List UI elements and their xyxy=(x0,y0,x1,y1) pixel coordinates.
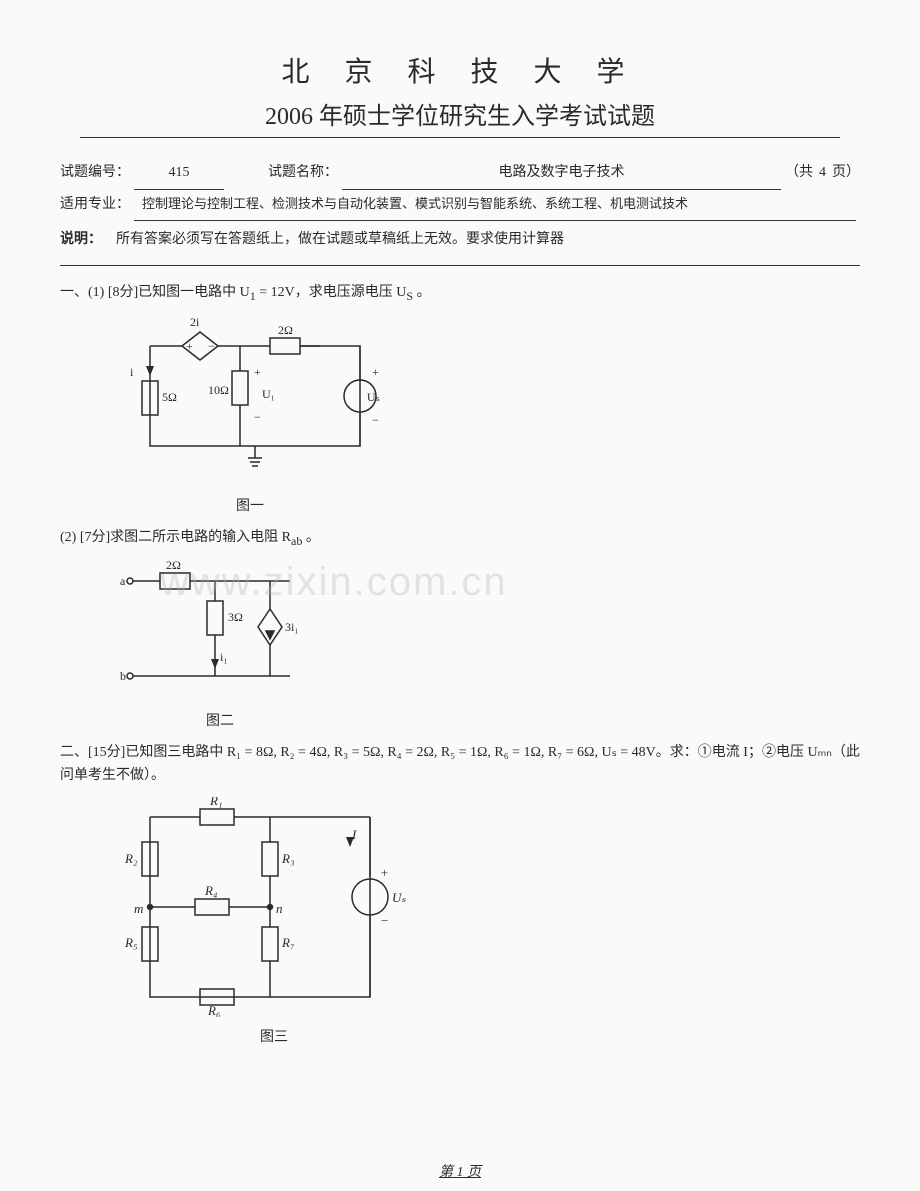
pages-prefix: （共 xyxy=(785,158,813,190)
svg-text:−: − xyxy=(372,413,379,427)
major-label: 适用专业： xyxy=(60,190,130,221)
exam-title: 2006 年硕士学位研究生入学考试试题 xyxy=(80,96,840,138)
q1-text-a: 一、(1) [8分]已知图一电路中 U xyxy=(60,285,250,300)
divider xyxy=(60,265,860,266)
m: m xyxy=(134,901,143,916)
exam-meta: 试题编号： 415 试题名称： 电路及数字电子技术 （共 4 页） 适用专业： … xyxy=(60,158,860,255)
figure-2: a b 2Ω 3Ω i₁ 3i₁ 图二 xyxy=(120,561,860,730)
pages-count: 4 xyxy=(813,158,832,190)
q1b-text-b: 。 xyxy=(302,530,320,545)
r6: R₆ xyxy=(207,1003,220,1017)
svg-text:+: + xyxy=(186,339,193,353)
figure-1-caption: 图一 xyxy=(120,495,380,515)
question-1-1: 一、(1) [8分]已知图一电路中 U1 = 12V，求电压源电压 US 。 xyxy=(60,282,860,306)
ccvs-label: 2i xyxy=(190,316,200,329)
r2-top: 2Ω xyxy=(166,561,181,572)
a-label: a xyxy=(120,574,126,588)
r-mid-label: 10Ω xyxy=(208,383,229,397)
u1-label: U₁ xyxy=(262,387,275,401)
q1-text-c: 。 xyxy=(413,285,431,300)
circuit-2-svg: a b 2Ω 3Ω i₁ 3i₁ xyxy=(120,561,320,701)
figure-2-caption: 图二 xyxy=(120,710,320,730)
i1-label: i₁ xyxy=(220,650,228,664)
us: Uₛ xyxy=(392,890,406,905)
svg-text:−: − xyxy=(208,339,215,353)
n: n xyxy=(276,901,283,916)
question-2: 二、[15分]已知图三电路中 R₁ = 8Ω, R₂ = 4Ω, R₃ = 5Ω… xyxy=(60,742,860,787)
pages-suffix: 页） xyxy=(832,158,860,190)
r1: R₁ xyxy=(209,797,222,808)
instr-text: 所有答案必须写在答题纸上，做在试题或草稿纸上无效。要求使用计算器 xyxy=(116,225,564,256)
circuit-1-svg: 2i + − 2Ω 5Ω 10Ω + − U₁ + − Uₛ i xyxy=(120,316,380,486)
q1b-text-a: (2) [7分]求图二所示电路的输入电阻 R xyxy=(60,530,291,545)
us-label: Uₛ xyxy=(367,390,380,404)
r5: R₅ xyxy=(124,935,137,950)
cccs-label: 3i₁ xyxy=(285,620,299,634)
university-name: 北 京 科 技 大 学 xyxy=(60,50,860,90)
r-left-label: 5Ω xyxy=(162,390,177,404)
instr-label: 说明： xyxy=(60,225,102,256)
figure-1: 2i + − 2Ω 5Ω 10Ω + − U₁ + − Uₛ i 图一 xyxy=(120,316,860,515)
figure-3: R₁ R₂ R₃ R₄ R₅ R₆ R₇ Uₛ + − I m n 图三 xyxy=(120,797,860,1046)
i-label: i xyxy=(130,365,134,379)
r2-mid: 3Ω xyxy=(228,610,243,624)
question-1-2: (2) [7分]求图二所示电路的输入电阻 Rab 。 xyxy=(60,527,860,551)
exam-page: 北 京 科 技 大 学 2006 年硕士学位研究生入学考试试题 试题编号： 41… xyxy=(0,0,920,1191)
r-top-label: 2Ω xyxy=(278,323,293,337)
major-value: 控制理论与控制工程、检测技术与自动化装置、模式识别与智能系统、系统工程、机电测试… xyxy=(134,190,856,221)
r3: R₃ xyxy=(281,851,294,866)
circuit-3-svg: R₁ R₂ R₃ R₄ R₅ R₆ R₇ Uₛ + − I m n xyxy=(120,797,410,1017)
code-label: 试题编号： xyxy=(60,158,130,190)
code-value: 415 xyxy=(134,158,224,190)
r2: R₂ xyxy=(124,851,138,866)
svg-text:−: − xyxy=(380,913,389,928)
svg-text:+: + xyxy=(380,865,389,880)
r7: R₇ xyxy=(281,935,295,950)
r4: R₄ xyxy=(204,883,218,898)
figure-3-caption: 图三 xyxy=(120,1026,410,1046)
q1b-sub1: ab xyxy=(291,534,302,548)
svg-text:+: + xyxy=(254,365,261,379)
q1-text-b: = 12V，求电压源电压 U xyxy=(256,285,407,300)
svg-text:−: − xyxy=(254,410,261,424)
name-label: 试题名称： xyxy=(268,158,338,190)
svg-text:+: + xyxy=(372,365,379,379)
page-number: 第 1 页 xyxy=(0,1161,920,1181)
b-label: b xyxy=(120,669,126,683)
name-value: 电路及数字电子技术 xyxy=(342,158,781,190)
